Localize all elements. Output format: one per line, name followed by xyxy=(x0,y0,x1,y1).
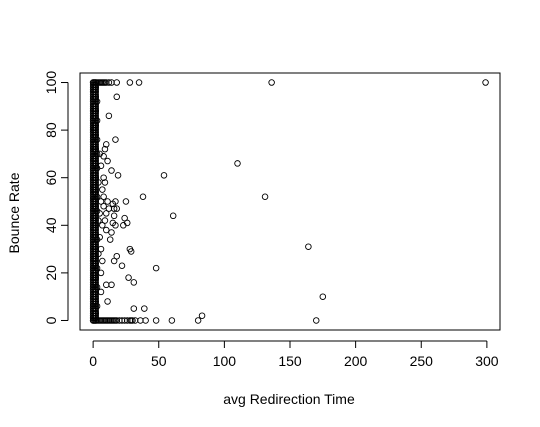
data-point xyxy=(126,79,134,86)
data-point xyxy=(113,252,120,260)
data-point xyxy=(142,317,149,324)
data-point xyxy=(169,212,177,220)
x-axis: 0 50 100 150 200 250 300 xyxy=(89,340,499,369)
data-point xyxy=(104,157,111,165)
data-point xyxy=(129,317,136,324)
data-point xyxy=(152,264,160,272)
data-point xyxy=(113,93,120,101)
data-point xyxy=(97,245,105,253)
data-point xyxy=(99,257,106,265)
data-point xyxy=(121,214,128,222)
plot-frame xyxy=(79,72,501,331)
data-point xyxy=(130,279,138,286)
data-point xyxy=(97,269,105,277)
data-point xyxy=(114,172,122,179)
data-point xyxy=(100,174,107,181)
data-point xyxy=(268,79,275,86)
data-point xyxy=(152,317,160,324)
data-point xyxy=(97,288,105,296)
data-point xyxy=(198,312,206,319)
data-point xyxy=(100,193,107,200)
data-point xyxy=(102,210,110,217)
data-point xyxy=(125,274,132,281)
data-point xyxy=(110,257,118,265)
y-tick-label: 80 xyxy=(43,122,59,138)
x-tick-label: 300 xyxy=(475,353,499,369)
x-tick-label: 250 xyxy=(410,353,434,369)
data-point xyxy=(99,186,106,193)
y-tick-label: 100 xyxy=(43,71,59,95)
data-point xyxy=(102,141,110,148)
data-point xyxy=(104,198,111,205)
data-point xyxy=(105,79,113,86)
data-point xyxy=(168,317,176,324)
data-point xyxy=(105,112,113,120)
data-point xyxy=(110,205,118,212)
data-points xyxy=(89,79,489,324)
data-point xyxy=(108,281,115,289)
x-tick-label: 50 xyxy=(151,353,167,369)
x-tick-label: 150 xyxy=(278,353,302,369)
data-point xyxy=(104,298,111,305)
data-point xyxy=(113,79,120,86)
data-point xyxy=(102,281,110,289)
y-tick-label: 60 xyxy=(43,170,59,186)
data-point xyxy=(101,179,109,186)
data-point xyxy=(105,205,113,212)
data-point xyxy=(106,236,114,243)
data-point xyxy=(112,222,119,229)
x-tick-label: 200 xyxy=(344,353,368,369)
data-point xyxy=(120,222,127,229)
data-point xyxy=(99,222,106,229)
x-axis-label: avg Redirection Time xyxy=(223,391,355,407)
data-point xyxy=(137,317,144,324)
data-point xyxy=(139,193,147,200)
x-tick-label: 100 xyxy=(213,353,237,369)
y-axis-label: Bounce Rate xyxy=(6,172,22,253)
y-tick-label: 0 xyxy=(43,316,59,324)
data-point xyxy=(112,198,119,205)
data-point xyxy=(130,305,138,312)
data-point xyxy=(305,243,312,250)
data-point xyxy=(261,193,269,200)
data-point xyxy=(101,145,109,153)
y-tick-label: 20 xyxy=(43,265,59,281)
data-point xyxy=(122,198,130,205)
data-point xyxy=(118,262,126,270)
data-point xyxy=(112,136,119,143)
data-point xyxy=(127,248,135,255)
data-point xyxy=(313,317,320,324)
data-point xyxy=(108,229,115,236)
data-point xyxy=(194,317,202,324)
data-point xyxy=(135,79,143,86)
data-point xyxy=(319,293,327,300)
data-point xyxy=(108,167,115,174)
data-point xyxy=(482,79,489,86)
data-point xyxy=(101,217,109,224)
data-point xyxy=(92,79,99,86)
y-axis: 0 20 40 60 80 100 xyxy=(43,71,69,324)
data-point xyxy=(102,226,110,234)
data-point xyxy=(100,153,107,160)
data-point xyxy=(234,160,241,167)
data-point xyxy=(100,203,107,210)
data-point xyxy=(160,172,168,179)
data-point xyxy=(110,212,118,220)
x-tick-label: 0 xyxy=(89,353,97,369)
data-point xyxy=(113,205,120,212)
data-point xyxy=(141,305,148,312)
y-tick-label: 40 xyxy=(43,217,59,233)
